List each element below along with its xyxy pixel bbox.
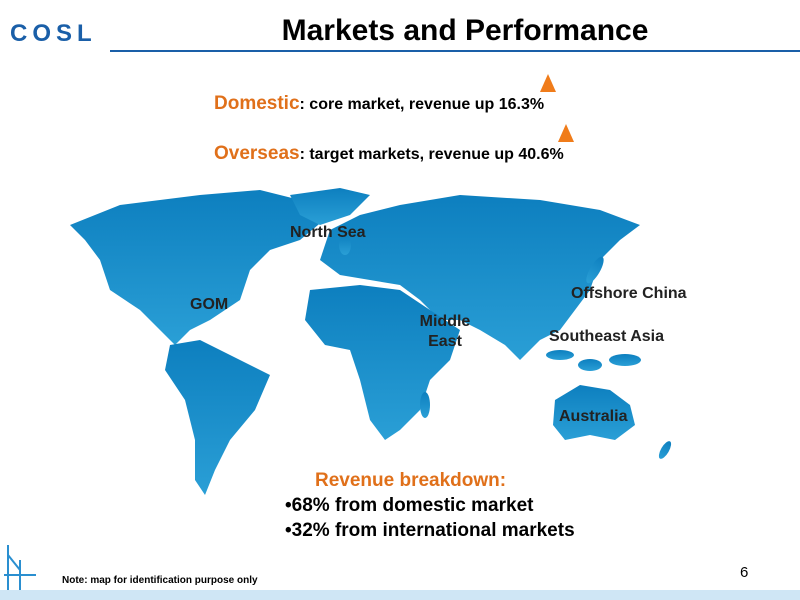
map-label: Middle East (419, 313, 471, 350)
highlight-label: Domestic (214, 93, 300, 114)
highlight-text: : target markets, revenue up 40.6% (299, 146, 564, 163)
new-zealand (658, 441, 672, 459)
rig-icon (4, 545, 36, 590)
eurasia (320, 195, 640, 360)
breakdown-title: Revenue breakdown: (315, 470, 507, 491)
up-arrow (540, 74, 556, 92)
highlight: Overseas: target markets, revenue up 40.… (214, 143, 564, 165)
logo: COSL (10, 20, 97, 47)
greenland (290, 188, 370, 225)
island (578, 359, 602, 371)
south-america (165, 340, 270, 495)
highlight-label: Overseas (214, 143, 300, 164)
page-number: 6 (740, 564, 749, 581)
highlight: Domestic: core market, revenue up 16.3% (214, 93, 544, 115)
map-label: Southeast Asia (549, 328, 664, 345)
island (546, 350, 574, 360)
madagascar (420, 392, 430, 418)
map-label: North Sea (290, 224, 366, 241)
map-label: Offshore China (571, 285, 687, 302)
up-arrow (558, 124, 574, 142)
breakdown-item: •32% from international markets (285, 520, 575, 541)
world-map (70, 188, 672, 495)
island (609, 354, 641, 366)
map-label: GOM (190, 296, 229, 313)
north-america (70, 190, 330, 345)
breakdown-item: •68% from domestic market (285, 495, 534, 516)
footer-band (0, 590, 800, 600)
note: Note: map for identification purpose onl… (62, 575, 258, 586)
britain (339, 235, 351, 255)
map-label: Australia (559, 408, 628, 425)
highlight-text: : core market, revenue up 16.3% (299, 96, 545, 113)
japan (586, 256, 604, 284)
australia (553, 385, 635, 440)
title: Markets and Performance (281, 14, 649, 47)
